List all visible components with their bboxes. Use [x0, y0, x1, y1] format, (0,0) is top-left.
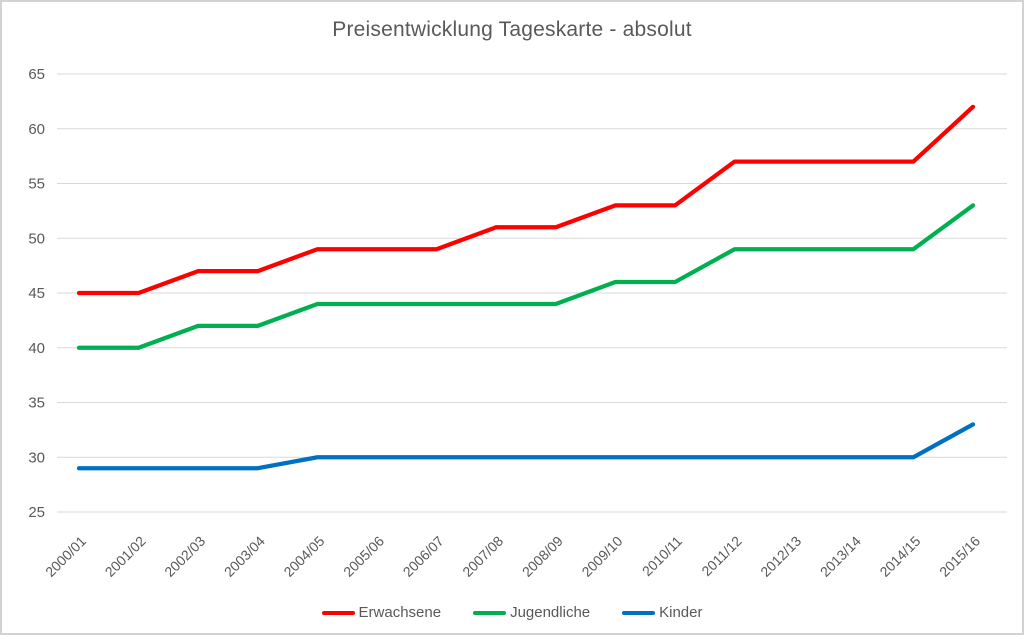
y-axis-tick-label: 50: [28, 230, 45, 247]
x-axis-tick-label: 2003/04: [221, 533, 268, 580]
x-axis-tick-label: 2014/15: [876, 533, 923, 580]
x-axis-tick-label: 2005/06: [340, 533, 387, 580]
series-line-kinder: [76, 422, 976, 471]
x-axis-tick-label: 2006/07: [400, 533, 447, 580]
line-chart-plot-area: 25 30 35 40 45 50 55 60 65 2000/01 2001/02 2002/03 2…: [28, 66, 1007, 580]
x-axis-tick-label: 2010/11: [639, 533, 686, 580]
x-axis-tick-label: 2013/14: [817, 533, 864, 580]
legend-item-kinder: Kinder: [622, 604, 702, 621]
legend-line-swatch: [473, 610, 507, 615]
y-axis-tick-label: 25: [28, 504, 45, 521]
legend-label: Erwachsene: [358, 604, 442, 621]
chart-title: Preisentwicklung Tageskarte - absolut: [332, 18, 692, 41]
y-axis-tick-label: 55: [28, 176, 45, 193]
y-axis-tick-label: 30: [28, 449, 45, 466]
x-axis-tick-label: 2001/02: [102, 533, 149, 580]
y-axis-tick-label: 60: [28, 121, 45, 138]
x-axis-tick-label: 2011/12: [698, 533, 745, 580]
x-axis-tick-label: 2015/16: [936, 533, 983, 580]
x-axis-tick-label: 2000/01: [42, 533, 89, 580]
legend-item-erwachsene: Erwachsene: [321, 604, 442, 621]
legend-line-swatch: [622, 610, 656, 615]
legend-label: Kinder: [659, 604, 703, 621]
x-axis-tick-label: 2007/08: [459, 533, 506, 580]
x-axis-tick-label: 2004/05: [280, 533, 327, 580]
x-axis-tick-label: 2009/10: [578, 533, 625, 580]
series-line-jugendliche: [76, 203, 976, 350]
y-axis-tick-label: 35: [28, 395, 45, 412]
x-axis-tick-label: 2002/03: [161, 533, 208, 580]
y-axis-tick-label: 40: [28, 340, 45, 357]
series-line-erwachsene: [76, 104, 976, 296]
legend-item-jugendliche: Jugendliche: [473, 604, 590, 621]
y-axis-tick-label: 45: [28, 285, 45, 302]
y-axis-tick-label: 65: [28, 66, 45, 83]
chart-legend: Erwachsene Jugendliche Kinder: [2, 604, 1022, 621]
legend-label: Jugendliche: [510, 604, 591, 621]
x-axis-tick-label: 2012/13: [757, 533, 804, 580]
x-axis-tick-label: 2008/09: [519, 533, 566, 580]
legend-line-swatch: [321, 610, 355, 615]
